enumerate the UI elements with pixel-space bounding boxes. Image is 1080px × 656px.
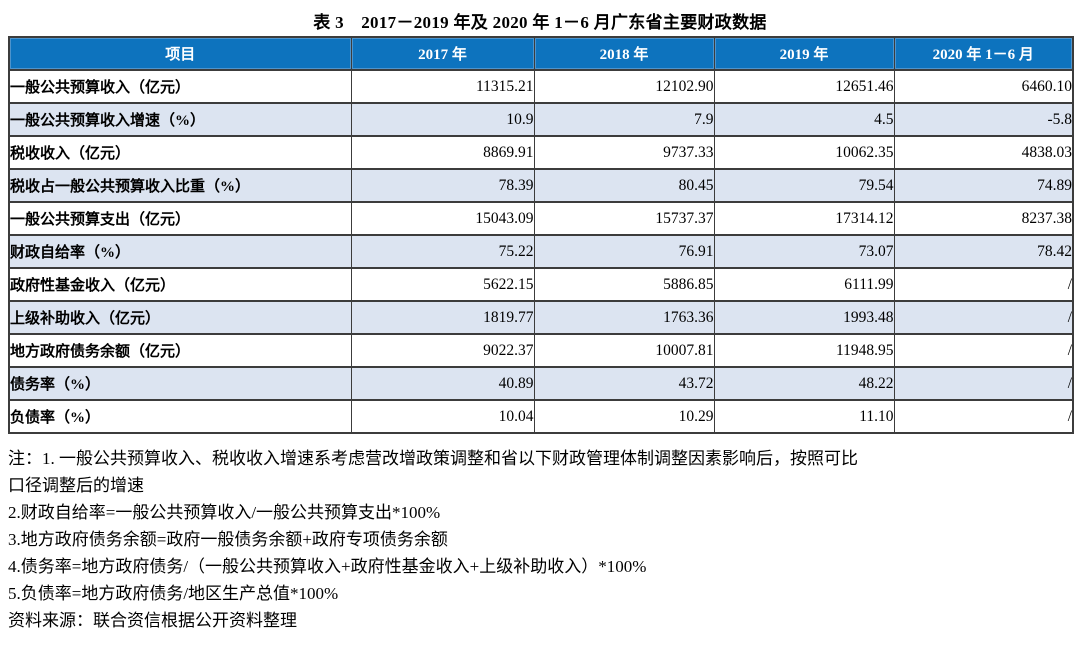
value-cell: 79.54 [713, 168, 895, 203]
value-cell: 10.29 [533, 399, 715, 434]
note-line: 4.债务率=地方政府债务/（一般公共预算收入+政府性基金收入+上级补助收入）*1… [8, 557, 647, 576]
header-cell-2019: 2019 年 [713, 36, 895, 71]
fiscal-data-table: 项目 2017 年 2018 年 2019 年 2020 年 1－6 月 一般公… [8, 36, 1074, 434]
footnotes: 注：1. 一般公共预算收入、税收收入增速系考虑营改增政策调整和省以下财政管理体制… [8, 445, 1080, 634]
note-line: 注：1. 一般公共预算收入、税收收入增速系考虑营改增政策调整和省以下财政管理体制… [8, 449, 858, 468]
table-row: 税收占一般公共预算收入比重（%） 78.39 80.45 79.54 74.89 [8, 168, 1074, 203]
value-cell: 80.45 [533, 168, 715, 203]
value-cell: / [893, 366, 1074, 401]
value-cell: 12651.46 [713, 69, 895, 104]
value-cell: 5622.15 [350, 267, 535, 302]
table-row: 政府性基金收入（亿元） 5622.15 5886.85 6111.99 / [8, 267, 1074, 302]
value-cell: 12102.90 [533, 69, 715, 104]
value-cell: 10062.35 [713, 135, 895, 170]
row-label: 一般公共预算收入（亿元） [8, 69, 352, 104]
value-cell: / [893, 300, 1074, 335]
note-line: 5.负债率=地方政府债务/地区生产总值*100% [8, 584, 339, 603]
value-cell: 6111.99 [713, 267, 895, 302]
table-row: 一般公共预算支出（亿元） 15043.09 15737.37 17314.12 … [8, 201, 1074, 236]
value-cell: / [893, 333, 1074, 368]
table-row: 债务率（%） 40.89 43.72 48.22 / [8, 366, 1074, 401]
row-label: 税收占一般公共预算收入比重（%） [8, 168, 352, 203]
value-cell: 5886.85 [533, 267, 715, 302]
row-label: 税收收入（亿元） [8, 135, 352, 170]
table-row: 地方政府债务余额（亿元） 9022.37 10007.81 11948.95 / [8, 333, 1074, 368]
value-cell: 9737.33 [533, 135, 715, 170]
value-cell: 78.39 [350, 168, 535, 203]
header-cell-2017: 2017 年 [350, 36, 535, 71]
value-cell: 43.72 [533, 366, 715, 401]
note-line: 2.财政自给率=一般公共预算收入/一般公共预算支出*100% [8, 503, 441, 522]
value-cell: 48.22 [713, 366, 895, 401]
row-label: 负债率（%） [8, 399, 352, 434]
value-cell: 78.42 [893, 234, 1074, 269]
value-cell: 10.04 [350, 399, 535, 434]
value-cell: 6460.10 [893, 69, 1074, 104]
value-cell: 1993.48 [713, 300, 895, 335]
value-cell: 15737.37 [533, 201, 715, 236]
value-cell: 9022.37 [350, 333, 535, 368]
row-label: 上级补助收入（亿元） [8, 300, 352, 335]
value-cell: 75.22 [350, 234, 535, 269]
row-label: 一般公共预算支出（亿元） [8, 201, 352, 236]
value-cell: 1763.36 [533, 300, 715, 335]
table-row: 上级补助收入（亿元） 1819.77 1763.36 1993.48 / [8, 300, 1074, 335]
value-cell: -5.8 [893, 102, 1074, 137]
table-row: 一般公共预算收入（亿元） 11315.21 12102.90 12651.46 … [8, 69, 1074, 104]
header-cell-2018: 2018 年 [533, 36, 715, 71]
value-cell: 11948.95 [713, 333, 895, 368]
row-label: 政府性基金收入（亿元） [8, 267, 352, 302]
row-label: 地方政府债务余额（亿元） [8, 333, 352, 368]
value-cell: 40.89 [350, 366, 535, 401]
value-cell: 1819.77 [350, 300, 535, 335]
value-cell: 10.9 [350, 102, 535, 137]
value-cell: / [893, 399, 1074, 434]
table-row: 财政自给率（%） 75.22 76.91 73.07 78.42 [8, 234, 1074, 269]
table-row: 一般公共预算收入增速（%） 10.9 7.9 4.5 -5.8 [8, 102, 1074, 137]
value-cell: 74.89 [893, 168, 1074, 203]
note-line: 口径调整后的增速 [8, 476, 144, 495]
value-cell: 8237.38 [893, 201, 1074, 236]
row-label: 财政自给率（%） [8, 234, 352, 269]
header-cell-item: 项目 [8, 36, 352, 71]
value-cell: 8869.91 [350, 135, 535, 170]
note-line: 3.地方政府债务余额=政府一般债务余额+政府专项债务余额 [8, 530, 448, 549]
value-cell: 76.91 [533, 234, 715, 269]
table-title: 表 3 2017－2019 年及 2020 年 1－6 月广东省主要财政数据 [313, 13, 767, 32]
value-cell: / [893, 267, 1074, 302]
value-cell: 7.9 [533, 102, 715, 137]
header-cell-2020h1: 2020 年 1－6 月 [893, 36, 1074, 71]
row-label: 一般公共预算收入增速（%） [8, 102, 352, 137]
value-cell: 4.5 [713, 102, 895, 137]
row-label: 债务率（%） [8, 366, 352, 401]
table-row: 税收收入（亿元） 8869.91 9737.33 10062.35 4838.0… [8, 135, 1074, 170]
value-cell: 17314.12 [713, 201, 895, 236]
table-row: 负债率（%） 10.04 10.29 11.10 / [8, 399, 1074, 434]
value-cell: 11.10 [713, 399, 895, 434]
source-line: 资料来源：联合资信根据公开资料整理 [8, 611, 297, 630]
value-cell: 11315.21 [350, 69, 535, 104]
value-cell: 73.07 [713, 234, 895, 269]
value-cell: 4838.03 [893, 135, 1074, 170]
value-cell: 15043.09 [350, 201, 535, 236]
table-header-row: 项目 2017 年 2018 年 2019 年 2020 年 1－6 月 [8, 36, 1074, 71]
value-cell: 10007.81 [533, 333, 715, 368]
